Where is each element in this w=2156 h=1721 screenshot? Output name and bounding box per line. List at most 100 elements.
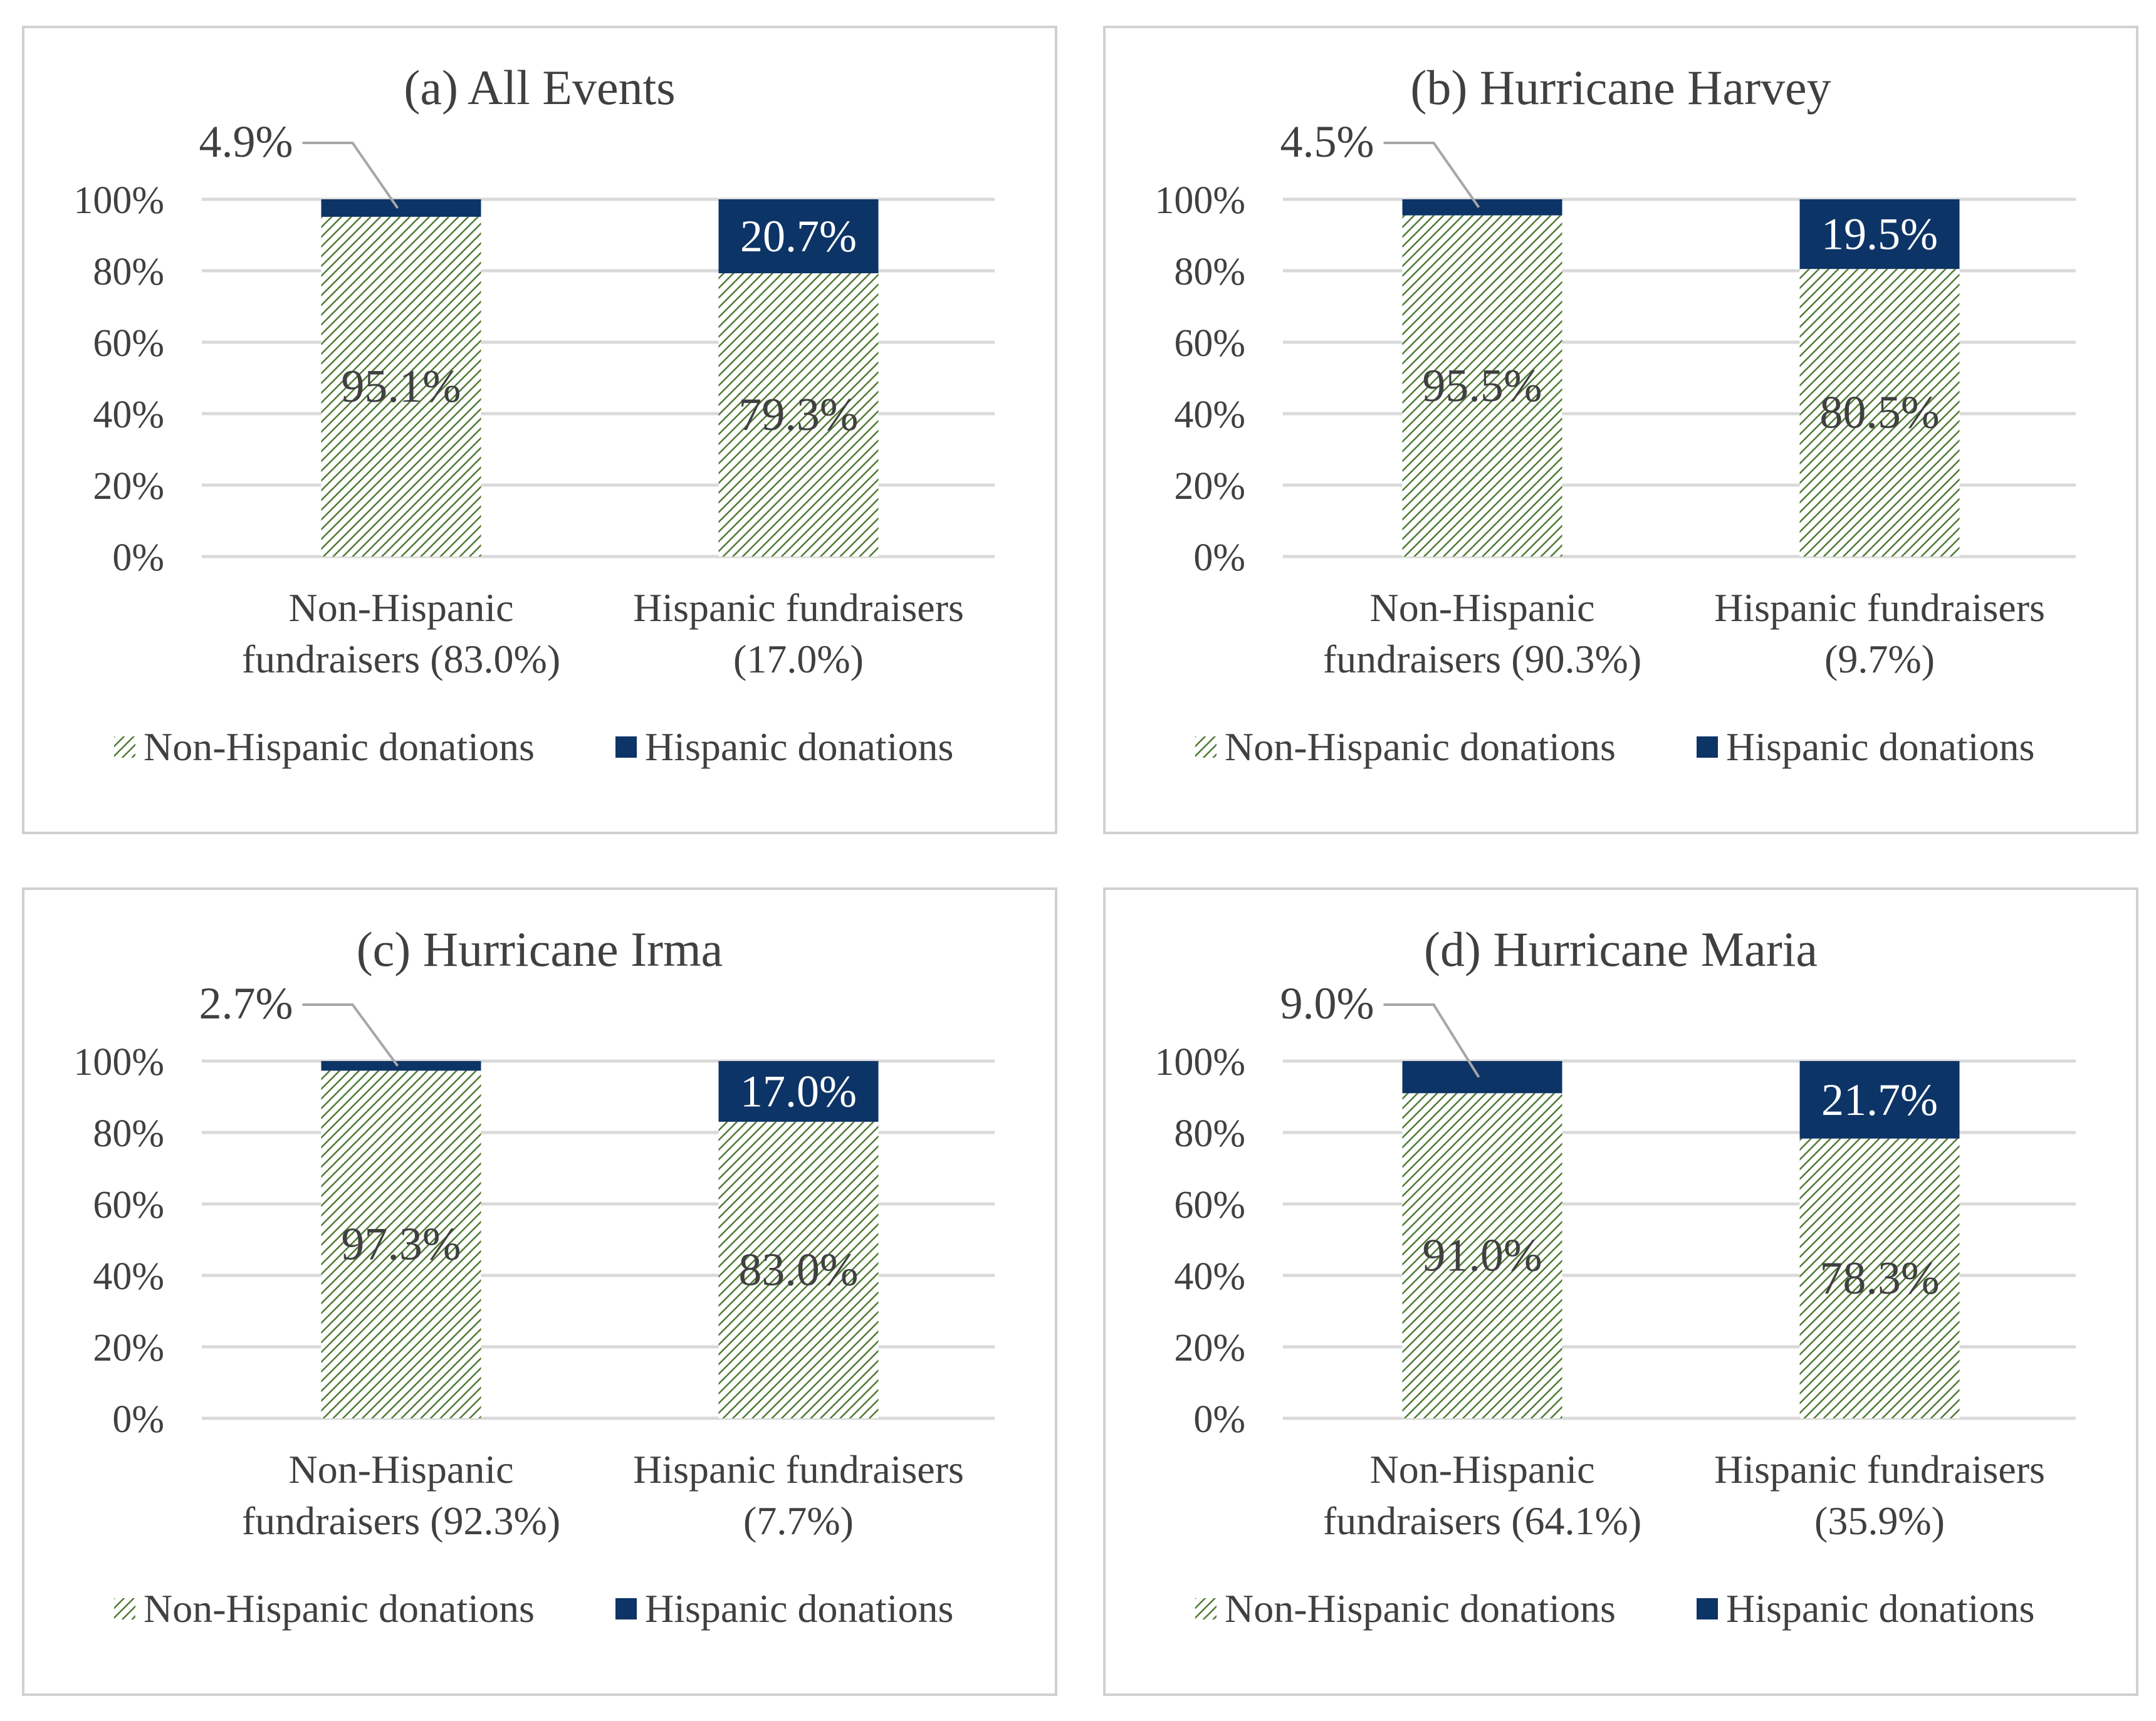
data-label-hispanic: 20.7% bbox=[740, 211, 857, 261]
y-tick-label: 100% bbox=[1154, 179, 1245, 222]
x-category-label: Hispanic fundraisers bbox=[1714, 1447, 2045, 1492]
x-category-label: fundraisers (92.3%) bbox=[242, 1499, 560, 1543]
data-label-hispanic: 4.9% bbox=[199, 117, 293, 167]
leader-line bbox=[1383, 142, 1480, 208]
leader-line bbox=[302, 142, 399, 209]
y-tick-label: 20% bbox=[1174, 465, 1245, 508]
legend-label-hispanic: Hispanic donations bbox=[645, 724, 953, 769]
y-tick-label: 60% bbox=[1174, 322, 1245, 365]
y-tick-label: 0% bbox=[112, 536, 164, 579]
legend-label-non-hispanic: Non-Hispanic donations bbox=[1225, 1586, 1616, 1631]
bar-non-hispanic-donations bbox=[1799, 269, 1960, 557]
legend-label-hispanic: Hispanic donations bbox=[1726, 724, 2034, 769]
x-category-label: (9.7%) bbox=[1824, 637, 1935, 681]
legend-swatch-hispanic bbox=[1697, 1598, 1718, 1619]
data-label-non-hispanic: 95.5% bbox=[1422, 360, 1542, 412]
bar-hispanic-donations bbox=[321, 199, 481, 217]
y-tick-label: 60% bbox=[93, 1184, 164, 1227]
data-label-hispanic: 4.5% bbox=[1280, 117, 1374, 167]
x-category-label: (35.9%) bbox=[1814, 1499, 1945, 1543]
bar-non-hispanic-donations bbox=[321, 1070, 481, 1418]
y-tick-label: 80% bbox=[93, 251, 164, 293]
y-tick-label: 40% bbox=[93, 394, 164, 436]
legend-label-non-hispanic: Non-Hispanic donations bbox=[144, 1586, 535, 1631]
data-label-non-hispanic: 95.1% bbox=[341, 361, 461, 412]
chart-title: (d) Hurricane Maria bbox=[1424, 922, 1818, 976]
legend: Non-Hispanic donations Hispanic donations bbox=[1195, 1586, 2034, 1631]
x-category-label: fundraisers (90.3%) bbox=[1323, 637, 1641, 681]
y-tick-label: 80% bbox=[1174, 251, 1245, 293]
leader-line bbox=[1383, 1003, 1480, 1078]
y-tick-label: 100% bbox=[73, 179, 164, 222]
y-tick-label: 80% bbox=[1174, 1112, 1245, 1155]
bar-hispanic-donations bbox=[718, 199, 879, 273]
legend-swatch-non-hispanic bbox=[1195, 1598, 1217, 1619]
chart-panel: (a) All Events 0% 20% 40% 60% 80% 100% 95.1% 4.9… bbox=[22, 26, 1057, 834]
x-category-label: fundraisers (83.0%) bbox=[242, 637, 560, 681]
y-tick-label: 40% bbox=[93, 1255, 164, 1298]
y-tick-label: 20% bbox=[93, 1327, 164, 1369]
chart-title: (a) All Events bbox=[404, 60, 675, 115]
y-tick-label: 20% bbox=[1174, 1327, 1245, 1369]
bar-non-hispanic-donations bbox=[1799, 1138, 1960, 1418]
bar-hispanic-donations bbox=[321, 1061, 481, 1071]
legend-swatch-hispanic bbox=[1697, 736, 1718, 758]
x-category-label: Hispanic fundraisers bbox=[1714, 585, 2045, 630]
chart-panel: (d) Hurricane Maria 0% 20% 40% 60% 80% 100% 91.… bbox=[1103, 887, 2138, 1696]
y-tick-label: 40% bbox=[1174, 394, 1245, 436]
bar-non-hispanic-donations bbox=[321, 216, 481, 557]
y-tick-label: 100% bbox=[1154, 1041, 1245, 1084]
data-label-non-hispanic: 91.0% bbox=[1422, 1230, 1542, 1282]
data-label-non-hispanic: 83.0% bbox=[738, 1244, 858, 1295]
chart-title: (c) Hurricane Irma bbox=[357, 922, 723, 976]
bar-hispanic-donations bbox=[1799, 199, 1960, 269]
chart-panel: (c) Hurricane Irma 0% 20% 40% 60% 80% 100% 97.3… bbox=[22, 887, 1057, 1696]
data-label-non-hispanic: 80.5% bbox=[1819, 387, 1939, 439]
panel-frame bbox=[1103, 26, 2138, 834]
bar-hispanic-donations bbox=[1799, 1061, 1960, 1139]
y-tick-label: 20% bbox=[93, 465, 164, 508]
leader-line bbox=[302, 1003, 399, 1067]
x-category-label: Hispanic fundraisers bbox=[633, 585, 964, 630]
data-label-non-hispanic: 97.3% bbox=[341, 1219, 461, 1270]
x-category-label: Hispanic fundraisers bbox=[633, 1447, 964, 1492]
data-label-hispanic: 9.0% bbox=[1280, 978, 1374, 1028]
x-category-label: Non-Hispanic bbox=[288, 585, 513, 630]
x-category-label: (17.0%) bbox=[733, 637, 864, 681]
legend-label-hispanic: Hispanic donations bbox=[1726, 1586, 2034, 1631]
bar-hispanic-donations bbox=[1402, 1061, 1562, 1094]
y-tick-label: 60% bbox=[93, 322, 164, 365]
legend: Non-Hispanic donations Hispanic donations bbox=[1195, 724, 2034, 769]
bar-hispanic-donations bbox=[718, 1061, 879, 1122]
legend-label-hispanic: Hispanic donations bbox=[645, 1586, 953, 1631]
legend-label-non-hispanic: Non-Hispanic donations bbox=[1225, 724, 1616, 769]
y-tick-label: 80% bbox=[93, 1112, 164, 1155]
legend-swatch-non-hispanic bbox=[114, 736, 135, 758]
y-tick-label: 0% bbox=[1193, 1398, 1245, 1441]
data-label-hispanic: 19.5% bbox=[1821, 209, 1938, 259]
y-tick-label: 0% bbox=[112, 1398, 164, 1441]
legend-label-non-hispanic: Non-Hispanic donations bbox=[144, 724, 535, 769]
panel-frame bbox=[22, 26, 1057, 834]
x-category-label: Non-Hispanic bbox=[1369, 585, 1594, 630]
y-tick-label: 0% bbox=[1193, 536, 1245, 579]
chart-panel: (b) Hurricane Harvey 0% 20% 40% 60% 80% 100% 95… bbox=[1103, 26, 2138, 834]
legend: Non-Hispanic donations Hispanic donations bbox=[114, 1586, 953, 1631]
data-label-non-hispanic: 78.3% bbox=[1819, 1253, 1939, 1304]
panel-frame bbox=[1103, 887, 2138, 1696]
bar-non-hispanic-donations bbox=[718, 273, 879, 557]
legend-swatch-non-hispanic bbox=[1195, 736, 1217, 758]
panel-frame bbox=[22, 887, 1057, 1696]
x-category-label: (7.7%) bbox=[743, 1499, 854, 1543]
bar-non-hispanic-donations bbox=[1402, 215, 1562, 557]
x-category-label: Non-Hispanic bbox=[288, 1447, 513, 1492]
data-label-non-hispanic: 79.3% bbox=[738, 389, 858, 441]
data-label-hispanic: 21.7% bbox=[1821, 1075, 1938, 1125]
legend-swatch-hispanic bbox=[615, 1598, 637, 1619]
chart-title: (b) Hurricane Harvey bbox=[1410, 60, 1831, 115]
y-tick-label: 40% bbox=[1174, 1255, 1245, 1298]
legend: Non-Hispanic donations Hispanic donations bbox=[114, 724, 953, 769]
data-label-hispanic: 17.0% bbox=[740, 1066, 857, 1116]
